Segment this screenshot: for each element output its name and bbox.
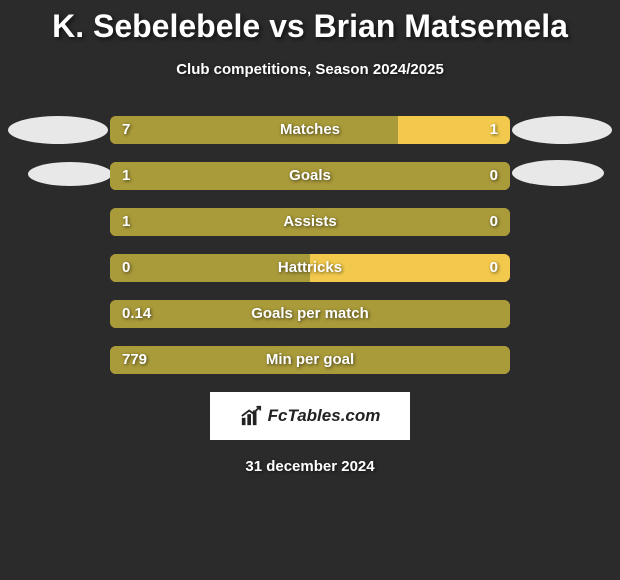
stat-row: Goals10 [0, 162, 620, 190]
stat-row: Min per goal779 [0, 346, 620, 374]
bar-right [398, 116, 510, 144]
bar-track [110, 162, 510, 190]
bar-left [110, 116, 398, 144]
page-title: K. Sebelebele vs Brian Matsemela [0, 0, 620, 45]
comparison-chart: Matches71 Goals10 Assists10 Hattricks00 Goal… [0, 116, 620, 374]
watermark-text: FcTables.com [268, 406, 381, 426]
date-line: 31 december 2024 [0, 458, 620, 475]
bar-track [110, 208, 510, 236]
bar-track [110, 254, 510, 282]
bar-left [110, 300, 510, 328]
bar-left [110, 346, 510, 374]
chart-arrow-icon [240, 405, 262, 427]
bar-left [110, 162, 510, 190]
stat-row: Goals per match0.14 [0, 300, 620, 328]
bar-left [110, 254, 310, 282]
stat-row: Hattricks00 [0, 254, 620, 282]
subtitle: Club competitions, Season 2024/2025 [0, 61, 620, 78]
bar-left [110, 208, 510, 236]
stat-row: Assists10 [0, 208, 620, 236]
stat-row: Matches71 [0, 116, 620, 144]
bar-track [110, 346, 510, 374]
watermark: FcTables.com [210, 392, 410, 440]
bar-track [110, 300, 510, 328]
bar-track [110, 116, 510, 144]
bar-right [310, 254, 510, 282]
